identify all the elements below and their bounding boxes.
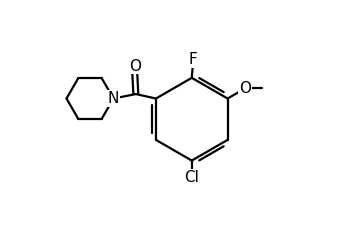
Text: F: F [189,52,197,68]
Text: O: O [239,81,251,96]
Text: Cl: Cl [184,170,199,185]
Text: O: O [129,58,141,74]
Text: N: N [108,91,119,106]
